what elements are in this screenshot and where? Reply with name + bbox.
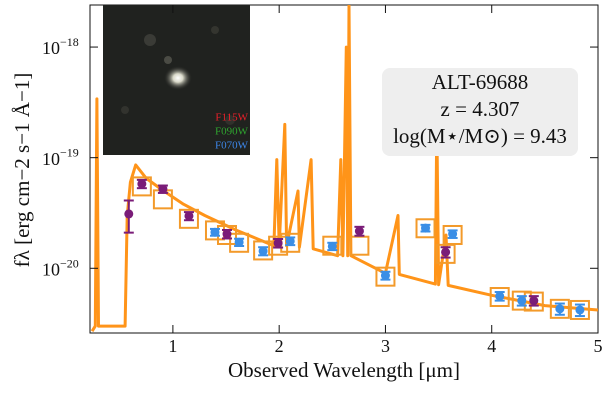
model-spectrum	[90, 5, 598, 332]
x-tick-label: 4	[487, 336, 496, 356]
x-tick-label: 3	[381, 336, 390, 356]
data-point	[137, 179, 147, 189]
data-point	[517, 296, 527, 306]
data-point	[158, 184, 168, 194]
data-point	[327, 241, 337, 251]
y-tick-exponent: −20	[60, 256, 79, 270]
annotation: log(M⋆/M⊙) = 9.43	[393, 124, 567, 148]
data-point	[441, 247, 451, 257]
data-point	[234, 237, 244, 247]
filter-label: F090W	[215, 126, 249, 138]
annotation: ALT-69688	[432, 70, 528, 94]
filter-label: F070W	[215, 140, 249, 152]
model-photometry-box	[415, 218, 436, 239]
data-point	[273, 238, 283, 248]
data-point	[421, 223, 431, 233]
model-photometry-box	[489, 287, 510, 308]
data-point	[555, 304, 565, 314]
data-point	[210, 227, 220, 237]
info-box	[382, 68, 578, 156]
y-tick-exponent: −18	[60, 35, 79, 49]
data-point	[184, 211, 194, 221]
x-axis-label: Observed Wavelength [μm]	[228, 358, 460, 382]
model-photometry-box	[569, 299, 590, 320]
data-point	[124, 209, 134, 219]
model-photometry-box	[253, 240, 274, 261]
model-photometry-box	[131, 176, 152, 197]
model-photometry-box	[322, 235, 343, 256]
model-photometry-box	[549, 298, 570, 319]
data-point	[222, 229, 232, 239]
model-photometry-box	[375, 266, 396, 287]
inset-image	[103, 5, 250, 155]
model-photometry-box	[229, 232, 250, 253]
model-photometry-box	[178, 208, 199, 229]
data-point	[448, 229, 458, 239]
y-tick-exponent: −19	[60, 145, 79, 159]
y-tick-label: 10−19	[42, 145, 79, 168]
annotation: z = 4.307	[441, 97, 520, 121]
x-tick-label: 1	[168, 336, 177, 356]
plot-area	[90, 5, 598, 332]
data-point	[258, 246, 268, 256]
data-point	[495, 291, 505, 301]
x-tick-label: 5	[594, 336, 603, 356]
data-point	[380, 271, 390, 281]
x-tick-label: 2	[275, 336, 284, 356]
y-tick-label: 10−18	[42, 35, 79, 58]
filter-label: F115W	[215, 112, 248, 124]
data-point	[529, 296, 539, 306]
y-axis-label: fλ [erg cm−2 s−1 Å−1]	[10, 73, 34, 268]
data-point	[285, 236, 295, 246]
data-point	[575, 305, 585, 315]
y-tick-label: 10−20	[42, 256, 79, 279]
data-point	[354, 226, 364, 236]
model-photometry-box	[442, 224, 463, 245]
